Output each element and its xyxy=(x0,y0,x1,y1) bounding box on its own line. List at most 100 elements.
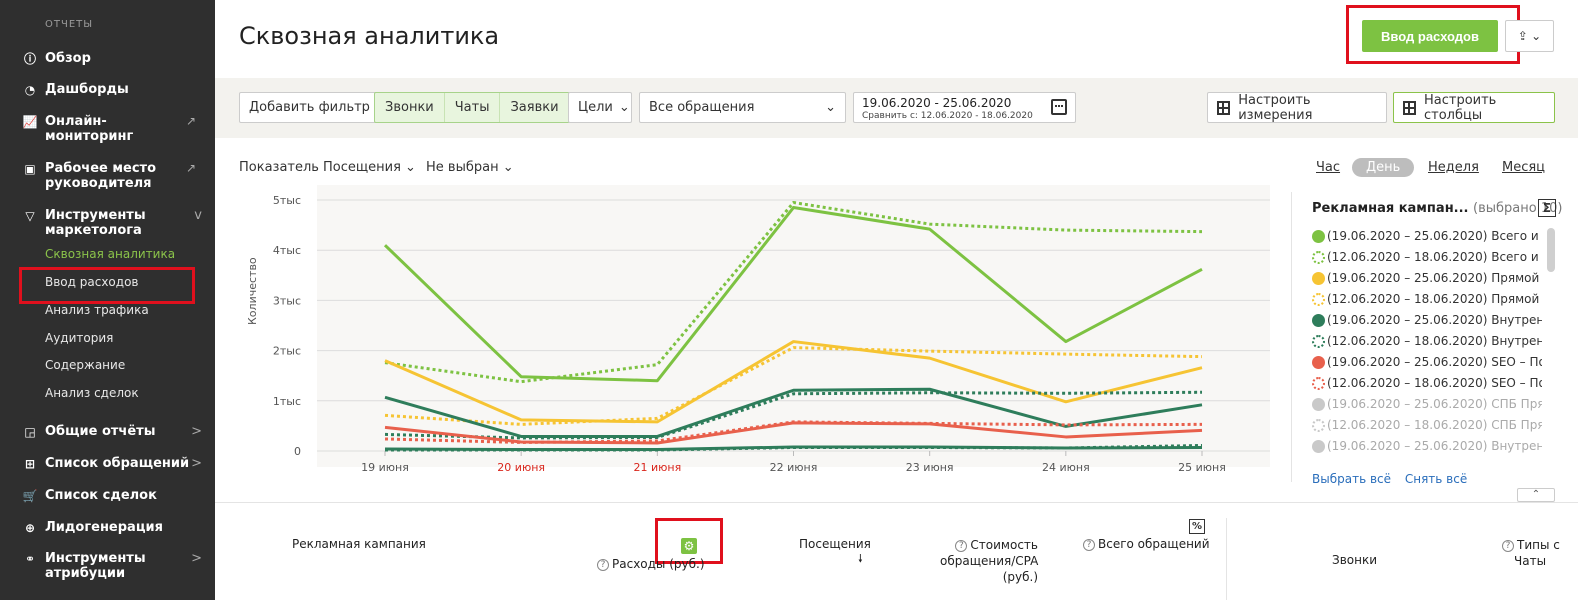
date-range-picker[interactable]: 19.06.2020 - 25.06.2020 Сравнить с: 12.0… xyxy=(853,92,1076,123)
legend-item-label: (19.06.2020 – 25.06.2020) SEO – Пои... xyxy=(1327,355,1542,369)
sidebar-item-leadgen[interactable]: ⊕ Лидогенерация xyxy=(22,520,202,536)
grid-icon xyxy=(1403,100,1416,115)
help-icon[interactable]: ? xyxy=(597,558,609,571)
expense-input-button[interactable]: Ввод расходов xyxy=(1362,20,1498,52)
requests-select[interactable]: Все обращения ⌄ xyxy=(639,92,846,123)
legend-dot-icon xyxy=(1312,334,1325,348)
add-filter-button[interactable]: Добавить фильтр xyxy=(239,92,380,123)
line-chart: 0 1тыс 2тыс 3тыс 4тыс 5тыс 19 июня 20 июня 21 ию… xyxy=(273,185,1270,474)
export-icon: ⇪ xyxy=(1517,29,1528,43)
column-calls[interactable]: Звонки xyxy=(1332,553,1377,567)
compare-range-value: Сравнить с: 12.06.2020 - 18.06.2020 xyxy=(862,111,1033,121)
external-link-icon[interactable]: ↗ xyxy=(185,161,196,175)
help-icon[interactable]: ? xyxy=(1502,539,1514,552)
sidebar-item-general-reports[interactable]: ◲ Общие отчёты > xyxy=(22,424,202,440)
segment-requests[interactable]: Заявки xyxy=(510,100,559,115)
legend-dot-icon xyxy=(1312,418,1325,432)
y-tick-label: 3тыс xyxy=(273,294,301,307)
external-link-icon[interactable]: ↗ xyxy=(185,114,196,128)
table-divider xyxy=(215,502,1578,503)
goals-dropdown[interactable]: Цели ⌄ xyxy=(568,92,632,123)
sigma-button[interactable]: Σ xyxy=(1538,199,1556,217)
collapse-chart-button[interactable]: ⌃ xyxy=(1517,488,1555,502)
period-day[interactable]: День xyxy=(1352,158,1415,177)
help-icon[interactable]: ? xyxy=(1083,538,1095,551)
sidebar-section-title: ОТЧЕТЫ xyxy=(45,19,94,30)
x-tick-label: 23 июня xyxy=(906,461,954,474)
column-total-requests-label: Всего обращений xyxy=(1098,537,1210,551)
legend-item[interactable]: (19.06.2020 – 25.06.2020) Всего и ср... xyxy=(1312,229,1542,243)
column-cpa[interactable]: ? Стоимость обращения/CPA (руб.) xyxy=(940,537,1038,585)
period-hour[interactable]: Час xyxy=(1316,160,1341,175)
sidebar-item-requests[interactable]: ⊞ Список обращений > xyxy=(22,456,202,472)
column-cpa-label-2: обращения/CPA xyxy=(940,554,1039,568)
select-all-link[interactable]: Выбрать всё xyxy=(1312,472,1392,486)
sidebar-item-overview[interactable]: ⓘ Обзор xyxy=(22,51,202,67)
chevron-right-icon: > xyxy=(191,456,202,471)
series-line-9 xyxy=(385,443,1203,452)
sidebar-sub-content[interactable]: Содержание xyxy=(45,358,126,372)
legend-item[interactable]: (12.06.2020 – 18.06.2020) SEO – Пои... xyxy=(1312,376,1542,390)
configure-dimensions-label: Настроить измерения xyxy=(1238,92,1313,123)
column-visits[interactable]: Посещения xyxy=(799,537,871,551)
sidebar-item-label: Общие отчёты xyxy=(45,424,156,439)
legend-item[interactable]: (19.06.2020 – 25.06.2020) Внутренни... xyxy=(1312,313,1542,327)
legend-item[interactable]: (12.06.2020 – 18.06.2020) Внутренни... xyxy=(1312,334,1542,348)
legend-dot-icon xyxy=(1312,376,1325,390)
percent-toggle[interactable]: % xyxy=(1189,519,1205,534)
sidebar-item-attribution[interactable]: ⚭ Инструменты атрибуции > xyxy=(22,551,202,581)
column-campaign[interactable]: Рекламная кампания xyxy=(292,537,426,551)
column-total-requests[interactable]: ? Всего обращений xyxy=(1083,537,1210,551)
legend-item[interactable]: (19.06.2020 – 25.06.2020) Внутренни... xyxy=(1312,439,1542,453)
legend-dot-icon xyxy=(1312,355,1325,369)
sidebar-sub-traffic[interactable]: Анализ трафика xyxy=(45,303,149,317)
period-month[interactable]: Месяц xyxy=(1502,160,1546,175)
sidebar: ОТЧЕТЫ ⓘ Обзор ◔ Дашборды 📈 Онлайн- мони… xyxy=(0,0,215,600)
sidebar-item-monitoring[interactable]: 📈 Онлайн- мониторинг ↗ xyxy=(22,114,202,144)
pie-icon: ◔ xyxy=(24,82,36,97)
configure-columns-button[interactable]: Настроить столбцы xyxy=(1393,92,1555,123)
second-indicator-dropdown[interactable]: Не выбран ⌄ xyxy=(426,160,514,175)
indicator-dropdown[interactable]: Посещения ⌄ xyxy=(323,160,416,175)
legend-item[interactable]: (19.06.2020 – 25.06.2020) SEO – Пои... xyxy=(1312,355,1542,369)
column-cpa-label-1: Стоимость xyxy=(970,538,1038,552)
period-week[interactable]: Неделя xyxy=(1428,160,1479,175)
sidebar-item-manager-workplace[interactable]: ▣ Рабочее место руководителя ↗ xyxy=(22,161,202,191)
gear-icon[interactable]: ⚙ xyxy=(681,538,697,554)
legend-item-label: (19.06.2020 – 25.06.2020) Прямой тр... xyxy=(1327,271,1542,285)
series-line-2 xyxy=(384,340,1203,424)
legend-item[interactable]: (12.06.2020 – 18.06.2020) Прямой тр... xyxy=(1312,292,1542,306)
legend-dot-icon xyxy=(1312,229,1325,243)
segment-calls[interactable]: Звонки xyxy=(375,93,445,122)
column-types[interactable]: ? Типы с Чаты xyxy=(1502,537,1560,569)
sidebar-sub-deals-analysis[interactable]: Анализ сделок xyxy=(45,386,139,400)
x-tick-label: 21 июня xyxy=(633,461,681,474)
calendar-icon[interactable] xyxy=(1051,99,1067,115)
series-line-4 xyxy=(384,387,1203,438)
clear-all-link[interactable]: Снять всё xyxy=(1404,472,1468,486)
sidebar-sub-end-to-end[interactable]: Сквозная аналитика xyxy=(45,247,176,261)
legend-dot-icon xyxy=(1312,292,1325,306)
legend-item[interactable]: (19.06.2020 – 25.06.2020) СПБ Прям... xyxy=(1312,397,1542,411)
sidebar-item-label: Инструменты атрибуции xyxy=(45,551,146,581)
sidebar-item-label: Обзор xyxy=(45,51,91,66)
sidebar-sub-audience[interactable]: Аудитория xyxy=(45,331,114,345)
info-icon: ⓘ xyxy=(23,51,36,66)
legend-scrollbar[interactable] xyxy=(1547,228,1555,272)
sidebar-sub-expense-input[interactable]: Ввод расходов xyxy=(45,275,139,289)
export-button[interactable]: ⇪ ⌄ xyxy=(1505,20,1554,52)
legend-item[interactable]: (12.06.2020 – 18.06.2020) Всего и ср... xyxy=(1312,250,1542,264)
legend-item[interactable]: (19.06.2020 – 25.06.2020) Прямой тр... xyxy=(1312,271,1542,285)
column-expenses[interactable]: ? Расходы (руб.) xyxy=(597,557,705,571)
legend-item[interactable]: (12.06.2020 – 18.06.2020) СПБ Прям... xyxy=(1312,418,1542,432)
help-icon[interactable]: ? xyxy=(955,539,968,552)
series-line-7 xyxy=(384,420,1203,444)
segment-chats[interactable]: Чаты xyxy=(445,93,501,122)
sort-desc-icon[interactable]: 🠗 xyxy=(858,552,863,565)
legend-dot-icon xyxy=(1312,439,1325,453)
column-visits-label: Посещения xyxy=(799,537,871,551)
sidebar-item-marketer-tools[interactable]: ▽ Инструменты маркетолога v xyxy=(22,208,202,238)
sidebar-item-deals[interactable]: 🛒 Список сделок xyxy=(22,488,202,504)
sidebar-item-dashboards[interactable]: ◔ Дашборды xyxy=(22,82,202,98)
configure-dimensions-button[interactable]: Настроить измерения xyxy=(1207,92,1387,123)
